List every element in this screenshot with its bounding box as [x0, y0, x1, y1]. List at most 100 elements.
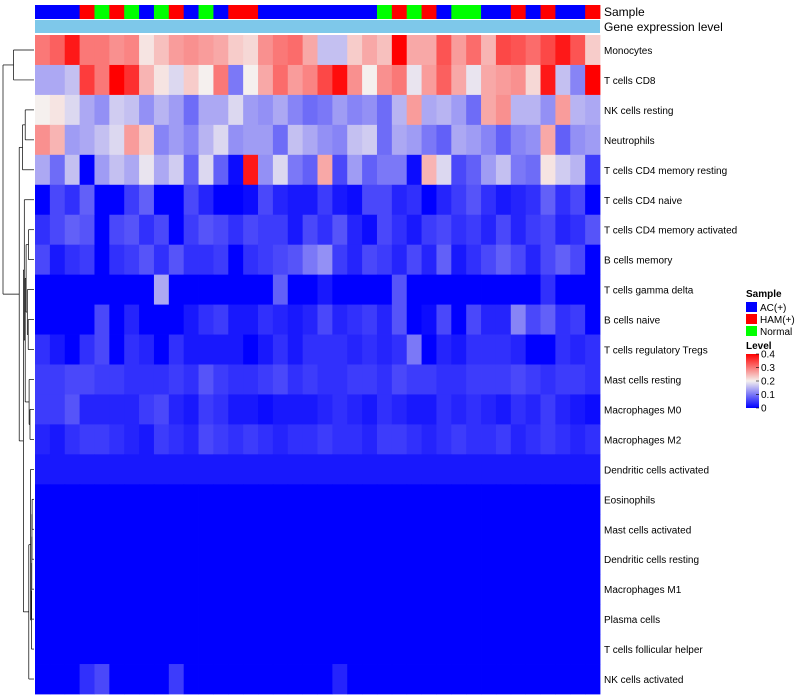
heatmap-cell: [495, 274, 512, 305]
heatmap-cell: [421, 364, 437, 395]
heatmap-cell: [570, 244, 586, 276]
heatmap-cell: [451, 664, 467, 695]
heatmap-cell: [406, 604, 422, 635]
heatmap-cell: [124, 184, 140, 216]
heatmap-cell: [228, 214, 244, 246]
sample-cell-5: [94, 5, 110, 19]
heatmap-cell: [168, 484, 185, 515]
heatmap-cell: [124, 154, 140, 186]
heatmap-cell: [139, 334, 155, 365]
heatmap-cell: [391, 244, 408, 276]
sample-cell-2: [49, 5, 66, 19]
heatmap-cell: [347, 544, 363, 575]
heatmap-cell: [376, 454, 393, 485]
heatmap-cell: [317, 544, 333, 575]
heatmap-cell: [94, 304, 110, 335]
heatmap-cell: [510, 64, 527, 96]
heatmap-cell: [376, 364, 393, 395]
heatmap-cell: [168, 604, 185, 635]
heatmap-cell: [49, 544, 66, 575]
legend-swatch-ac: [746, 302, 757, 312]
heatmap-cell: [168, 64, 185, 96]
heatmap-cell: [258, 604, 274, 635]
heatmap-cell: [495, 634, 512, 665]
heatmap-cell: [64, 484, 81, 515]
heatmap-cell: [168, 35, 185, 66]
legend-level-ticks: 0.4 0.3 0.2 0.1 0: [756, 350, 775, 415]
heatmap-cell: [35, 544, 51, 575]
heatmap-cell: [258, 94, 274, 126]
legend-tick-label: 0.4: [761, 350, 775, 361]
heatmap-cell: [451, 364, 467, 395]
heatmap-cell: [347, 454, 363, 485]
heatmap-cell: [198, 394, 214, 425]
heatmap-cell: [243, 334, 259, 365]
heatmap-cell: [570, 544, 586, 575]
heatmap-cell: [243, 244, 259, 276]
heatmap-cell: [49, 454, 66, 485]
heatmap-cell: [183, 484, 199, 515]
heatmap-cell: [168, 244, 185, 276]
heatmap-cell: [64, 514, 81, 545]
heatmap-cell: [555, 664, 571, 695]
sample-cell-38: [585, 5, 601, 19]
row-label: B cells naive: [604, 316, 661, 327]
heatmap-cell: [272, 544, 289, 575]
heatmap-cell: [153, 544, 170, 575]
heatmap-cell: [585, 484, 601, 515]
heatmap-cell: [332, 184, 348, 216]
heatmap-cell: [436, 424, 452, 455]
heatmap-cell: [49, 574, 66, 605]
heatmap-cell: [436, 154, 452, 186]
heatmap-cell: [213, 154, 229, 186]
heatmap-cell: [495, 35, 512, 66]
heatmap-cell: [466, 514, 482, 545]
heatmap-cell: [495, 574, 512, 605]
heatmap-cell: [406, 214, 422, 246]
heatmap-cell: [466, 304, 482, 335]
heatmap-cell: [421, 154, 437, 186]
heatmap-cell: [362, 35, 378, 66]
heatmap-cell: [139, 64, 155, 96]
heatmap-cell: [332, 664, 348, 695]
heatmap-cell: [376, 304, 393, 335]
heatmap-cell: [64, 604, 81, 635]
heatmap-cell: [94, 124, 110, 156]
heatmap-cell: [555, 424, 571, 455]
heatmap-cell: [436, 35, 452, 66]
sample-cell-33: [510, 5, 527, 19]
heatmap-cell: [317, 154, 333, 186]
heatmap-cell: [213, 334, 229, 365]
heatmap-cell: [287, 634, 304, 665]
heatmap-cell: [183, 394, 199, 425]
heatmap-cell: [421, 274, 437, 305]
heatmap-cell: [317, 454, 333, 485]
heatmap-cell: [109, 454, 125, 485]
heatmap-cell: [525, 484, 541, 515]
heatmap-cell: [213, 604, 229, 635]
heatmap-cell: [35, 574, 51, 605]
heatmap-cell: [481, 124, 497, 156]
heatmap-cell: [124, 424, 140, 455]
heatmap-cell: [421, 514, 437, 545]
heatmap-cell: [347, 394, 363, 425]
sample-cell-35: [540, 5, 556, 19]
heatmap-cell: [79, 94, 95, 126]
heatmap-cell: [79, 124, 95, 156]
heatmap-cell: [421, 424, 437, 455]
heatmap-cell: [540, 124, 556, 156]
heatmap-cell: [510, 214, 527, 246]
heatmap-cell: [376, 244, 393, 276]
heatmap-cell: [436, 574, 452, 605]
heatmap-cell: [540, 35, 556, 66]
heatmap-cell: [94, 604, 110, 635]
heatmap-cell: [153, 394, 170, 425]
heatmap-cell: [287, 274, 304, 305]
heatmap-cell: [94, 394, 110, 425]
heatmap-cell: [153, 604, 170, 635]
heatmap-cell: [213, 484, 229, 515]
heatmap-cell: [332, 244, 348, 276]
heatmap-cell: [35, 334, 51, 365]
heatmap-cell: [451, 634, 467, 665]
